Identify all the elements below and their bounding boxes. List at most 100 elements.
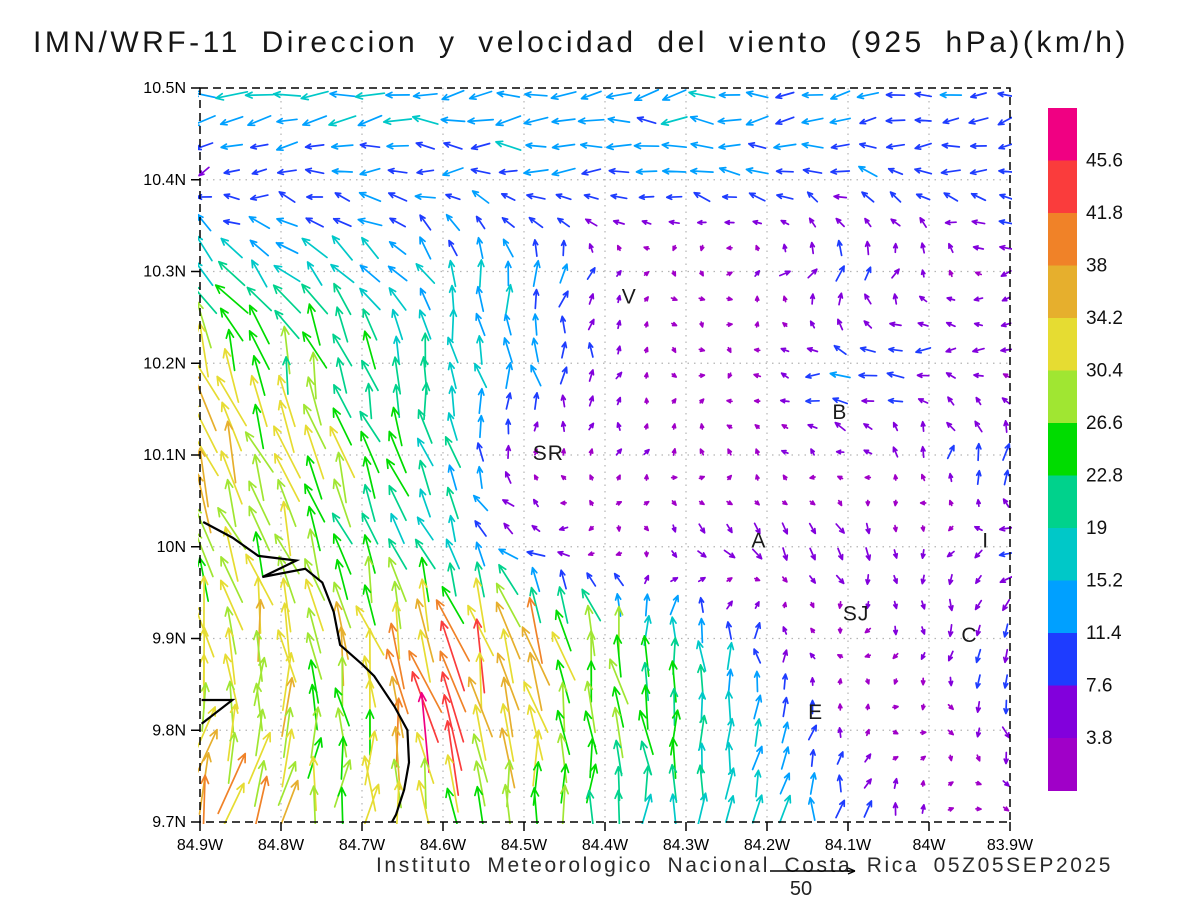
wind-arrow: [633, 142, 660, 150]
wind-arrow: [302, 115, 328, 127]
wind-arrow: [410, 671, 439, 743]
wind-arrow: [858, 372, 878, 379]
wind-arrow: [495, 115, 522, 127]
wind-arrow: [858, 142, 877, 149]
wind-arrow: [198, 142, 214, 151]
wind-arrow: [916, 372, 930, 379]
wind-arrow: [669, 687, 679, 727]
wind-arrow: [217, 507, 247, 550]
wind-arrow: [362, 483, 376, 523]
wind-arrow: [975, 727, 982, 738]
wind-arrow: [754, 769, 762, 798]
map-frame: [199, 87, 1011, 823]
wind-arrow: [420, 356, 429, 395]
wind-arrow: [773, 143, 797, 151]
wind-arrow: [805, 398, 820, 404]
wind-arrow: [1002, 806, 1010, 812]
wind-arrow: [336, 625, 347, 687]
lat-tick-label: 9.9N: [152, 631, 186, 648]
wind-arrow: [252, 630, 263, 682]
wind-arrow: [721, 194, 738, 200]
wind-arrow: [1000, 322, 1012, 328]
wind-arrow: [1001, 296, 1011, 302]
wind-arrow: [223, 193, 240, 201]
wind-arrow: [217, 260, 246, 287]
wind-arrow: [1001, 726, 1011, 739]
wind-arrow: [669, 616, 678, 645]
wind-arrow: [611, 686, 625, 728]
wind-arrow: [551, 117, 576, 125]
wind-arrow: [892, 600, 898, 610]
wind-arrow: [387, 192, 408, 202]
wind-arrow: [865, 678, 870, 685]
city-label: C: [961, 624, 977, 647]
wind-arrow: [751, 548, 763, 560]
colorbar-segment: [1048, 423, 1077, 476]
wind-arrow: [781, 522, 789, 535]
wind-arrow: [753, 347, 761, 353]
wind-arrow: [216, 375, 247, 427]
wind-arrow: [606, 143, 632, 151]
wind-arrow: [864, 627, 872, 634]
wind-arrow: [421, 381, 431, 421]
wind-arrow: [220, 450, 243, 505]
wind-arrow: [198, 235, 213, 262]
wind-arrow: [587, 342, 594, 358]
wind-arrow: [476, 465, 484, 490]
wind-arrow: [559, 263, 569, 284]
wind-arrow: [280, 325, 291, 375]
wind-arrow: [670, 475, 678, 480]
wind-arrow: [586, 630, 596, 682]
wind-arrow: [836, 751, 844, 765]
wind-arrow: [837, 292, 844, 306]
wind-arrow: [920, 677, 926, 686]
wind-arrow: [889, 321, 902, 328]
wind-arrow: [473, 618, 486, 694]
wind-arrow: [414, 598, 435, 663]
wind-arrow: [391, 580, 402, 630]
wind-arrow: [834, 421, 846, 432]
wind-arrow: [616, 270, 622, 277]
wind-arrow: [415, 732, 435, 784]
wind-arrow: [863, 778, 872, 789]
wind-arrow: [614, 765, 623, 802]
wind-arrow: [586, 267, 596, 280]
wind-arrow: [561, 448, 566, 456]
wind-arrow: [809, 749, 816, 767]
wind-arrow: [304, 167, 325, 175]
wind-arrow: [307, 303, 321, 346]
wind-arrow: [699, 448, 705, 456]
lon-tick-label: 84W: [913, 837, 947, 854]
wind-arrow: [523, 116, 549, 126]
wind-arrow: [699, 398, 705, 404]
wind-arrow: [361, 236, 379, 260]
wind-arrow: [337, 656, 347, 707]
wind-arrow: [947, 396, 955, 406]
wind-arrow: [918, 295, 928, 303]
wind-arrow: [335, 451, 347, 504]
wind-arrow: [893, 574, 898, 585]
wind-arrow: [776, 193, 794, 200]
wind-arrow: [532, 761, 542, 806]
wind-arrow: [975, 780, 982, 786]
wind-arrow: [809, 652, 816, 660]
wind-arrow: [333, 601, 349, 660]
city-label: E: [808, 701, 823, 724]
wind-arrow: [920, 703, 926, 711]
lat-tick-label: 10.2N: [143, 355, 186, 372]
colorbar-label: 19: [1086, 518, 1107, 539]
wind-arrow: [671, 398, 677, 404]
wind-arrow: [302, 331, 328, 369]
wind-arrow: [255, 598, 265, 663]
wind-arrow: [279, 577, 292, 633]
wind-arrow: [526, 704, 544, 761]
wind-arrow: [745, 167, 769, 175]
wind-arrow: [391, 601, 401, 660]
wind-arrow: [389, 675, 404, 739]
wind-arrow: [439, 650, 467, 713]
wind-arrow: [975, 648, 982, 664]
wind-arrow: [555, 659, 571, 704]
wind-arrow: [727, 448, 733, 456]
wind-arrow: [919, 217, 927, 228]
wind-arrow: [332, 407, 353, 446]
